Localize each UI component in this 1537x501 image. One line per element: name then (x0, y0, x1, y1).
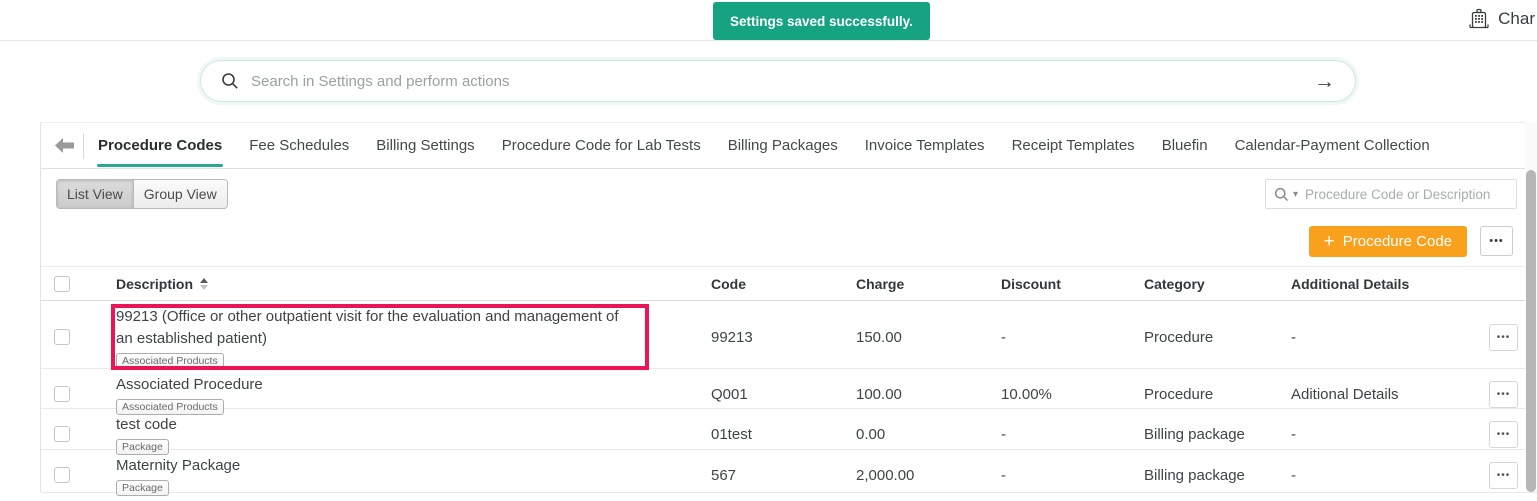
topbar: Settings saved successfully. Char (0, 0, 1537, 41)
brand[interactable]: Char (1467, 7, 1535, 31)
column-additional-details: Additional Details (1291, 275, 1410, 292)
table-row[interactable]: 99213 (Office or other outpatient visit … (41, 301, 1537, 369)
sort-icon[interactable] (200, 277, 209, 290)
category: Billing package (1144, 425, 1245, 443)
category: Procedure (1144, 385, 1214, 403)
clinic-building-icon (1467, 7, 1491, 31)
additional-details: - (1291, 328, 1296, 346)
add-procedure-code-button[interactable]: + Procedure Code (1308, 225, 1467, 257)
tab-procedure-codes[interactable]: Procedure Codes (97, 124, 224, 167)
code: 99213 (711, 328, 753, 346)
view-toggle: List View Group View (56, 179, 228, 209)
filter-search-input[interactable] (1305, 186, 1508, 202)
category: Procedure (1144, 328, 1214, 346)
additional-details: - (1291, 466, 1296, 484)
row-checkbox[interactable] (54, 329, 70, 346)
table-row[interactable]: Maternity Package Package 567 2,000.00 -… (41, 450, 1537, 496)
tab-billing-settings[interactable]: Billing Settings (376, 137, 475, 154)
search-submit-arrow-icon[interactable]: → (1314, 69, 1335, 93)
search-scope-caret-icon[interactable]: ▾ (1293, 188, 1299, 200)
badge: Associated Products (116, 352, 224, 369)
row-more-button[interactable]: ••• (1489, 323, 1518, 351)
search-icon (1274, 187, 1289, 202)
column-charge: Charge (856, 275, 905, 292)
description: 99213 (Office or other outpatient visit … (116, 308, 619, 347)
tab-calendar-payment-collection[interactable]: Calendar-Payment Collection (1234, 137, 1430, 154)
more-options-button[interactable]: ••• (1480, 226, 1513, 256)
settings-billing-panel: Procedure Codes Fee Schedules Billing Se… (40, 122, 1537, 496)
brand-label: Char (1498, 9, 1535, 28)
global-search-input[interactable] (251, 72, 1302, 90)
row-more-button[interactable]: ••• (1489, 420, 1518, 448)
back-arrow-icon (55, 138, 74, 153)
list-view-button[interactable]: List View (57, 180, 134, 208)
plus-icon: + (1323, 230, 1335, 252)
global-search: → (200, 60, 1356, 102)
row-checkbox[interactable] (54, 386, 70, 403)
charge: 2,000.00 (856, 466, 915, 484)
table-header: Description Code Charge Discount Categor… (41, 267, 1537, 301)
tab-bluefin[interactable]: Bluefin (1161, 137, 1208, 154)
charge: 0.00 (856, 425, 886, 443)
row-checkbox[interactable] (54, 467, 70, 484)
discount: - (1001, 328, 1006, 346)
category: Billing package (1144, 466, 1245, 484)
filter-search: ▾ (1265, 179, 1517, 209)
column-discount: Discount (1001, 275, 1061, 292)
tab-invoice-templates[interactable]: Invoice Templates (864, 137, 985, 154)
toast-message: Settings saved successfully. (713, 2, 930, 40)
code: Q001 (711, 385, 748, 403)
search-icon (221, 72, 239, 90)
table-row[interactable]: test code Package 01test 0.00 - Billing … (41, 409, 1537, 455)
table-row[interactable]: Associated Procedure Associated Products… (41, 369, 1537, 415)
column-code: Code (711, 275, 746, 292)
column-category: Category (1144, 275, 1205, 292)
select-all-checkbox[interactable] (54, 275, 70, 292)
tab-fee-schedules[interactable]: Fee Schedules (249, 137, 350, 154)
row-more-button[interactable]: ••• (1489, 380, 1518, 408)
badge: Package (116, 479, 169, 496)
description: Maternity Package (116, 457, 241, 474)
tab-bar: Procedure Codes Fee Schedules Billing Se… (41, 123, 1537, 169)
additional-details: - (1291, 425, 1296, 443)
back-button[interactable] (55, 123, 77, 169)
divider (83, 132, 84, 159)
discount: 10.00% (1001, 385, 1052, 403)
charge: 100.00 (856, 385, 902, 403)
code: 01test (711, 425, 752, 443)
scrollbar[interactable] (1526, 170, 1536, 492)
additional-details: Aditional Details (1291, 385, 1399, 403)
badge: Package (116, 438, 169, 455)
code: 567 (711, 466, 737, 484)
list-toolbar: List View Group View ▾ (41, 169, 1537, 216)
description: Associated Procedure (116, 376, 263, 393)
badge: Associated Products (116, 398, 224, 415)
tab-receipt-templates[interactable]: Receipt Templates (1011, 137, 1135, 154)
group-view-button[interactable]: Group View (133, 180, 227, 208)
charge: 150.00 (856, 328, 902, 346)
column-description: Description (116, 275, 194, 292)
tab-procedure-code-for-lab-tests[interactable]: Procedure Code for Lab Tests (501, 137, 701, 154)
row-more-button[interactable]: ••• (1489, 461, 1518, 489)
actions-row: + Procedure Code ••• (41, 216, 1537, 267)
discount: - (1001, 466, 1006, 484)
add-procedure-code-label: Procedure Code (1342, 232, 1452, 250)
row-checkbox[interactable] (54, 426, 70, 443)
description: test code (116, 416, 177, 433)
discount: - (1001, 425, 1006, 443)
tab-billing-packages[interactable]: Billing Packages (727, 137, 838, 154)
